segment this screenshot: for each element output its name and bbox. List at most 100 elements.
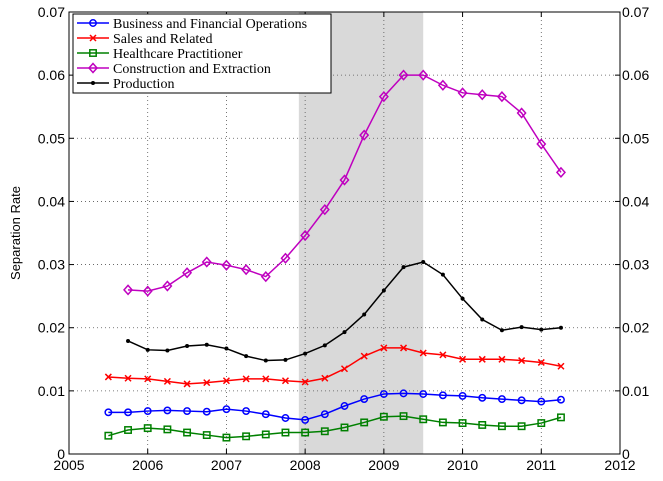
marker <box>123 284 134 296</box>
marker <box>201 256 212 268</box>
marker <box>202 407 211 416</box>
marker <box>340 423 349 432</box>
marker <box>381 288 386 293</box>
marker <box>281 377 289 385</box>
marker <box>360 352 368 360</box>
marker <box>400 344 408 352</box>
legend-marker <box>87 62 99 74</box>
marker <box>516 107 527 119</box>
marker <box>517 422 526 431</box>
marker <box>499 328 504 333</box>
legend-marker <box>89 49 97 57</box>
marker <box>261 430 270 439</box>
marker <box>242 432 251 441</box>
marker <box>360 395 369 404</box>
marker <box>143 424 152 433</box>
x-tick-label: 2011 <box>526 457 556 473</box>
marker <box>283 357 288 362</box>
marker <box>518 357 526 365</box>
x-tick-label: 2009 <box>368 457 399 473</box>
marker <box>342 330 347 335</box>
marker <box>222 377 230 385</box>
marker <box>301 415 310 424</box>
marker <box>440 272 445 277</box>
marker <box>242 407 251 416</box>
marker <box>263 358 268 363</box>
legend-marker <box>89 34 97 42</box>
y-tick-label: 0.03 <box>38 257 65 273</box>
marker <box>419 349 427 357</box>
marker <box>379 390 388 398</box>
marker <box>203 379 211 387</box>
marker <box>202 431 211 440</box>
marker <box>421 260 426 265</box>
legend-label: Healthcare Practitioner <box>113 47 243 62</box>
legend-label: Business and Financial Operations <box>113 17 307 32</box>
marker <box>143 407 152 416</box>
marker <box>260 270 271 283</box>
marker <box>419 415 428 424</box>
legend-box <box>72 13 332 94</box>
marker <box>244 354 249 359</box>
y-tick-label: 0.02 <box>38 320 65 336</box>
marker <box>320 410 329 419</box>
marker <box>222 433 231 442</box>
y2-tick-label: 0.05 <box>622 130 649 146</box>
marker <box>419 390 428 398</box>
marker <box>438 418 447 427</box>
marker <box>144 375 152 383</box>
marker <box>183 428 192 437</box>
marker <box>163 406 172 415</box>
marker <box>478 421 487 429</box>
series-line <box>127 74 562 292</box>
marker <box>322 343 327 348</box>
y-tick-label: 0.06 <box>38 67 65 83</box>
marker <box>262 375 270 383</box>
marker <box>301 378 309 386</box>
marker <box>557 395 565 404</box>
x-tick-label: 2007 <box>211 457 242 473</box>
marker <box>320 427 329 436</box>
marker <box>183 407 192 416</box>
marker <box>459 355 467 363</box>
marker <box>555 166 566 179</box>
marker <box>398 69 409 81</box>
marker <box>537 397 546 406</box>
marker <box>162 280 173 292</box>
marker <box>261 410 270 419</box>
marker <box>496 90 507 103</box>
x-tick-label: 2006 <box>132 457 163 473</box>
marker <box>379 412 388 421</box>
x-tick-label: 2012 <box>604 457 635 473</box>
y-axis-label: Separation Rate <box>8 186 23 280</box>
marker <box>497 422 506 431</box>
marker <box>378 90 389 103</box>
marker <box>301 428 310 437</box>
marker <box>104 373 112 381</box>
marker <box>362 312 367 317</box>
marker <box>519 325 524 330</box>
marker <box>498 355 506 363</box>
marker <box>224 346 229 351</box>
marker <box>557 413 565 422</box>
marker <box>163 425 172 434</box>
marker <box>418 69 429 81</box>
marker <box>438 391 447 400</box>
marker <box>399 389 408 398</box>
series-line <box>108 347 562 385</box>
marker <box>478 355 486 363</box>
marker <box>221 259 232 271</box>
legend-label: Sales and Related <box>113 32 213 47</box>
marker <box>185 344 190 349</box>
y-tick-label: 0 <box>57 446 65 462</box>
marker <box>242 375 250 383</box>
marker <box>124 426 132 434</box>
marker <box>457 87 468 99</box>
x-tick-label: 2010 <box>447 457 478 473</box>
marker <box>537 358 545 366</box>
marker <box>104 408 113 417</box>
marker <box>439 351 447 359</box>
legend-label: Construction and Extraction <box>113 62 271 77</box>
x-tick-label: 2008 <box>290 457 321 473</box>
marker <box>300 229 311 242</box>
